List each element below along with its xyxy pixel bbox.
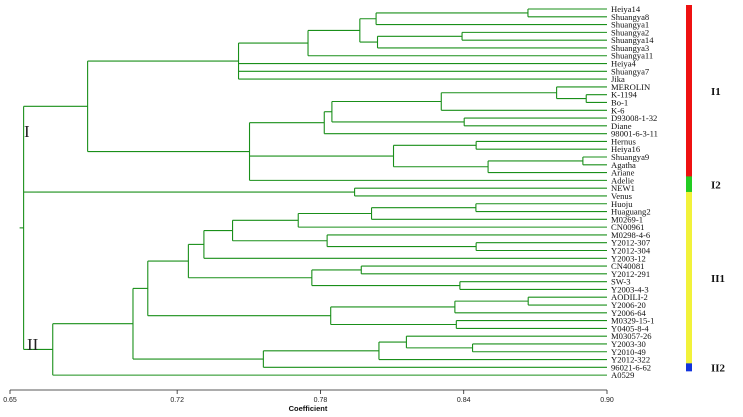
leaf-label: CN00961: [611, 222, 644, 232]
coefficient-axis: 0.65 0.72 0.78 0.84 0.90 Coefficient: [3, 389, 614, 413]
axis-tick-label: 0.78: [314, 397, 328, 404]
leaf-label: Y2006-20: [611, 300, 646, 310]
leaf-label: AODILI-2: [611, 292, 648, 302]
leaf-label: Shuangya8: [611, 12, 649, 22]
subgroup-bar-I1: [686, 5, 692, 177]
axis-ticks: 0.65 0.72 0.78 0.84 0.90: [3, 390, 614, 404]
leaf-label: SW-3: [611, 277, 631, 287]
leaf-label: Diane: [611, 121, 632, 131]
leaf-label: Y2003-4-3: [611, 284, 649, 294]
leaf-label: M0329-15-1: [611, 316, 654, 326]
leaf-label: Bo-1: [611, 97, 628, 107]
leaf-label: M03057-26: [611, 331, 652, 341]
leaf-label: Y0405-8-4: [611, 323, 649, 333]
leaf-label: 96021-6-62: [611, 362, 651, 372]
leaf-label: Shuangya9: [611, 152, 649, 162]
subgroup-bar-II1: [686, 191, 692, 364]
subgroup-label-II1: II1: [711, 273, 725, 285]
leaf-label: Shuangya2: [611, 27, 649, 37]
leaf-label: Hernus: [611, 136, 636, 146]
leaf-label: Y2003-12: [611, 253, 646, 263]
leaf-label: Shuangya3: [611, 43, 649, 53]
leaf-label: Ariane: [611, 168, 635, 178]
leaf-label: Huaguang2: [611, 207, 651, 217]
subgroup-label-I2: I2: [711, 179, 721, 191]
leaf-label: Heiya14: [611, 4, 641, 14]
leaf-label: Adelie: [611, 175, 634, 185]
axis-tick-label: 0.72: [170, 397, 184, 404]
axis-label: Coefficient: [289, 404, 328, 413]
cluster-label-II: II: [27, 335, 39, 354]
leaf-label: Heiya4: [611, 59, 637, 69]
leaf-label: 98001-6-3-11: [611, 129, 658, 139]
subgroup-bar-I2: [686, 176, 692, 193]
leaf-label: Huoju: [611, 199, 633, 209]
leaf-label: MEROLIN: [611, 82, 651, 92]
leaf-label: Shuangya1: [611, 20, 649, 30]
leaf-label: Y2012-307: [611, 238, 651, 248]
leaf-label: NEW1: [611, 183, 635, 193]
cluster-label-I: I: [24, 122, 30, 141]
leaf-label: Y2012-304: [611, 245, 651, 255]
subgroup-bars: I1 I2 II1 II2: [686, 5, 726, 374]
axis-tick-label: 0.90: [600, 397, 614, 404]
leaf-label: Jika: [611, 74, 625, 84]
leaf-label: Y2006-64: [611, 308, 647, 318]
leaf-label: CN40081: [611, 261, 644, 271]
axis-tick-label: 0.84: [457, 397, 471, 404]
leaf-label: Venus: [611, 191, 633, 201]
leaf-label: Shuangya7: [611, 66, 650, 76]
subgroup-label-II2: II2: [711, 362, 726, 374]
leaf-label: Shuangya11: [611, 51, 653, 61]
leaf-label: Y2003-30: [611, 339, 646, 349]
leaf-label: A0529: [611, 370, 634, 380]
leaf-label: Heiya16: [611, 144, 641, 154]
leaf-label: Agatha: [611, 160, 636, 170]
leaf-label: M0298-4-6: [611, 230, 651, 240]
leaf-labels: Heiya14Shuangya8Shuangya1Shuangya2Shuang…: [611, 4, 658, 380]
dendrogram-branches: [19, 8, 607, 376]
leaf-label: Y2012-322: [611, 355, 650, 365]
leaf-label: M0269-1: [611, 214, 643, 224]
axis-tick-label: 0.65: [3, 397, 17, 404]
leaf-label: Y2010-49: [611, 347, 646, 357]
subgroup-bar-II2: [686, 363, 692, 372]
leaf-label: Y2012-291: [611, 269, 650, 279]
subgroup-label-I1: I1: [711, 86, 721, 98]
leaf-label: K-1194: [611, 90, 638, 100]
leaf-label: K-6: [611, 105, 625, 115]
leaf-label: D93008-1-32: [611, 113, 657, 123]
leaf-label: Shuangya14: [611, 35, 654, 45]
